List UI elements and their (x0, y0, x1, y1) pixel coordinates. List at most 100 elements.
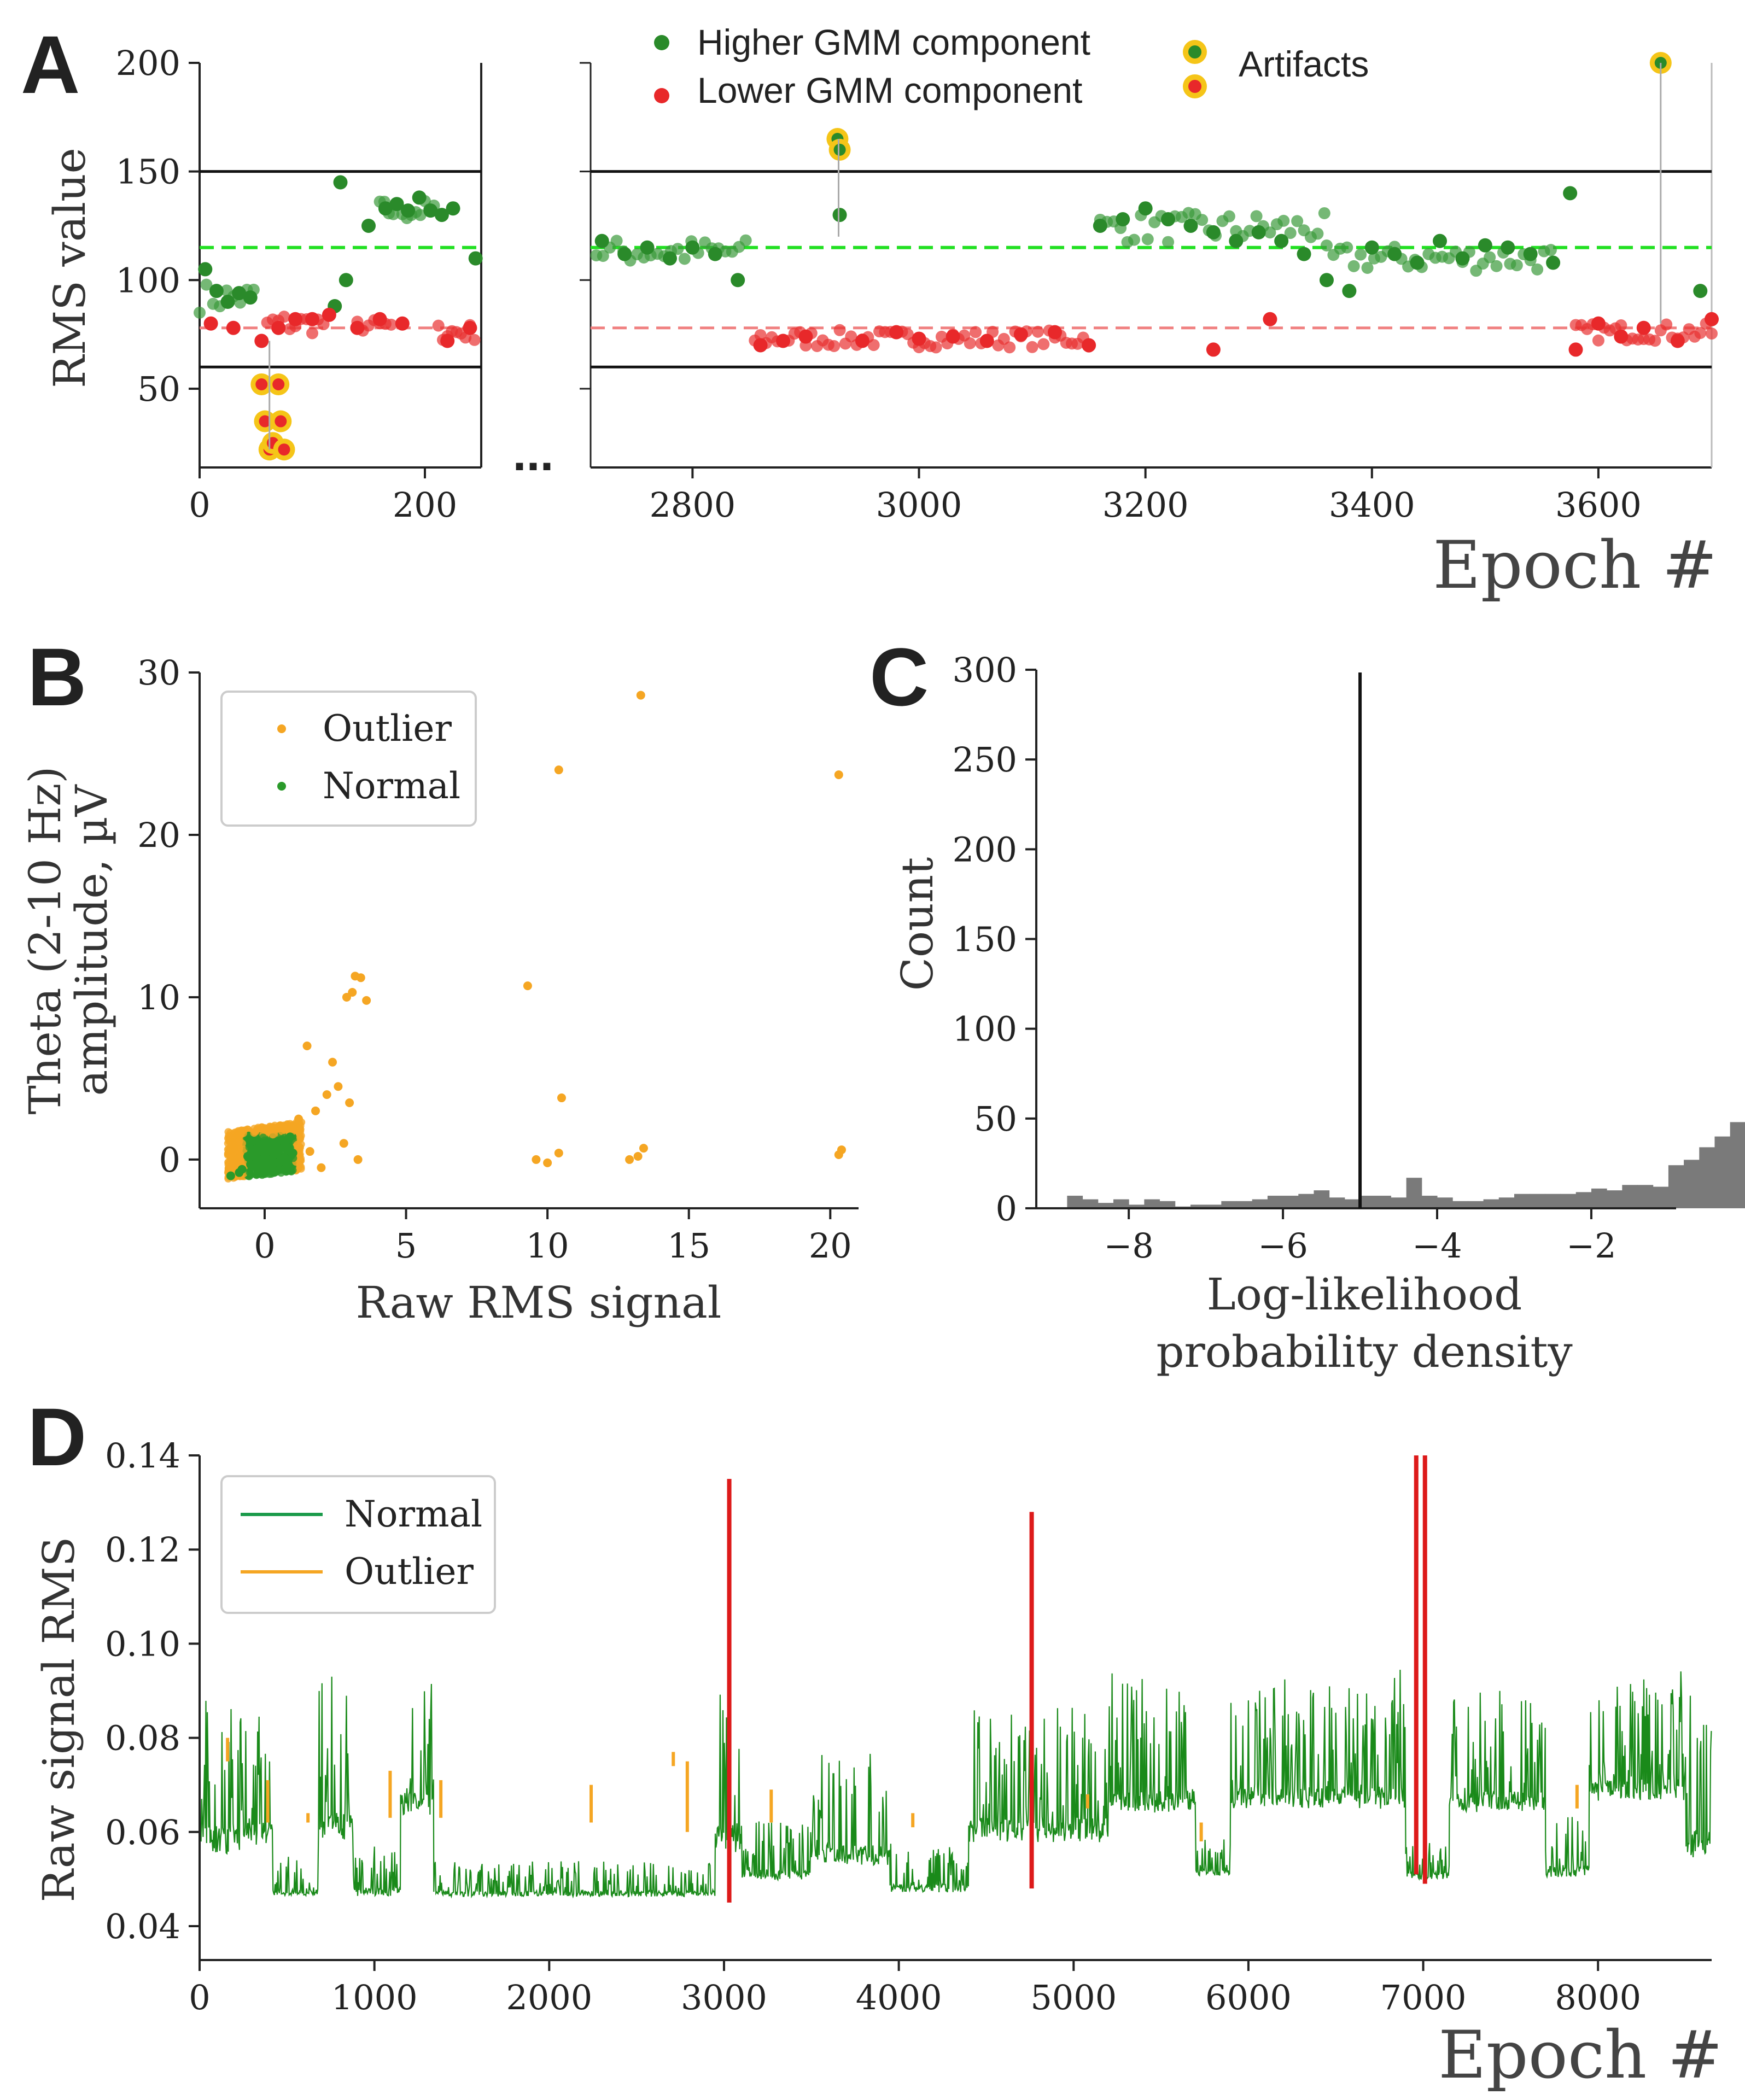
b-texture-dot (230, 1143, 238, 1151)
a-texture-dot (672, 243, 684, 255)
d-legend-label-normal: Normal (345, 1493, 482, 1535)
panel-a-rms-scatter: 50 100 150 200 0 200 2800 3000 3200 3400 3600... RM… (44, 22, 1719, 604)
b-data-point (557, 1093, 566, 1103)
a-data-point (1093, 218, 1107, 233)
a-texture-dot (1311, 227, 1324, 240)
a-data-point (855, 334, 869, 348)
a-texture-dot (833, 324, 846, 336)
a-data-point (322, 307, 336, 322)
c-y-tick-label: 300 (953, 650, 1017, 690)
a-legend-label-higher: Higher GMM component (697, 22, 1090, 62)
a-x-tick-label: 3200 (1102, 485, 1189, 525)
a-texture-dot (1706, 327, 1718, 340)
a-data-point (440, 334, 455, 348)
a-data-point (731, 273, 745, 288)
d-y-tick-label: 0.14 (105, 1436, 180, 1476)
a-data-point (1274, 233, 1289, 248)
a-data-point (1591, 316, 1606, 331)
b-legend-box (220, 691, 477, 827)
a-texture-dot (468, 334, 481, 346)
a-texture-dot (1660, 318, 1673, 331)
b-texture-dot (259, 1133, 267, 1142)
c-histogram-bar (1653, 1186, 1669, 1208)
c-x-tick-label: −4 (1412, 1226, 1462, 1266)
b-y-axis-label-line1: Theta (2-10 Hz) (20, 767, 71, 1115)
a-data-point (1116, 212, 1130, 227)
b-data-point (554, 1149, 563, 1158)
a-data-point (1501, 240, 1515, 255)
a-texture-dot (414, 209, 427, 221)
b-data-point (353, 1155, 363, 1164)
a-texture-dot (1544, 244, 1557, 256)
a-texture-dot (1284, 227, 1297, 239)
b-data-point (639, 1144, 648, 1153)
b-data-point (523, 981, 532, 991)
panel-letter-a: A (21, 19, 80, 110)
b-data-point (311, 1106, 320, 1115)
c-histogram-bar (1221, 1201, 1238, 1208)
c-y-tick-label: 100 (953, 1009, 1017, 1049)
a-data-point (305, 312, 319, 326)
b-data-point (362, 996, 371, 1005)
a-texture-dot (1341, 241, 1353, 254)
c-histogram-bar (1067, 1196, 1083, 1208)
a-data-point (1433, 233, 1448, 248)
b-texture-dot (276, 1124, 284, 1132)
a-texture-dot (1592, 334, 1604, 347)
a-data-point (220, 295, 235, 309)
a-texture-dot (1128, 233, 1140, 246)
d-x-tick-label: 7000 (1380, 1978, 1467, 2017)
d-x-tick-label: 5000 (1030, 1978, 1117, 2017)
b-data-point (285, 1132, 295, 1142)
a-data-point (1546, 255, 1561, 270)
a-texture-dot (1264, 226, 1276, 239)
c-histogram-bar (1668, 1165, 1684, 1208)
b-texture-dot (263, 1125, 271, 1133)
a-data-point (1523, 247, 1538, 261)
c-histogram-bar (1206, 1204, 1222, 1208)
a-texture-dot (1347, 260, 1360, 272)
d-normal-trace (199, 1670, 1712, 1899)
a-legend-label-artifacts: Artifacts (1239, 44, 1369, 84)
c-histogram-bar (1360, 1196, 1376, 1208)
a-data-point (434, 208, 449, 223)
b-texture-dot (225, 1158, 233, 1166)
b-texture-dot (246, 1140, 254, 1149)
a-data-point (1455, 251, 1470, 266)
c-histogram-bar (1159, 1201, 1176, 1208)
b-texture-dot (269, 1123, 277, 1131)
a-data-point (1387, 247, 1402, 261)
c-histogram-bar (1468, 1201, 1484, 1208)
d-y-axis-label: Raw signal RMS (33, 1537, 84, 1903)
a-data-point (372, 312, 387, 326)
a-texture-dot (1003, 341, 1016, 354)
panel-c-loglik-histogram: 0 50 100 150 200 250 300 −8 −6 −4 −2 Count Log-likel… (892, 650, 1745, 1377)
a-data-point (378, 201, 393, 216)
a-texture-dot (1031, 325, 1044, 338)
a-data-point (1693, 284, 1708, 299)
a-y-tick-label: 50 (137, 369, 180, 409)
b-texture-dot (269, 1131, 277, 1139)
b-data-point (543, 1158, 552, 1167)
b-texture-dot (273, 1148, 282, 1156)
c-histogram-bar (1267, 1196, 1283, 1208)
b-legend-marker-normal (277, 782, 286, 791)
panel-letter-c: C (869, 631, 929, 723)
a-legend-label-lower: Lower GMM component (697, 70, 1082, 110)
a-data-point (288, 312, 303, 326)
c-histogram-bar (1545, 1194, 1561, 1208)
panel-letter-d: D (27, 1391, 86, 1483)
a-texture-dot (678, 253, 691, 265)
a-data-point (446, 201, 460, 216)
a-y-tick-label: 200 (116, 43, 180, 83)
c-histogram-bar (1607, 1190, 1623, 1208)
a-texture-dot (432, 319, 445, 332)
a-y-tick-label: 100 (116, 260, 180, 300)
a-texture-dot (828, 340, 841, 352)
a-texture-dot (200, 278, 213, 291)
c-histogram-bar (1344, 1199, 1361, 1208)
c-histogram-bar (1622, 1185, 1638, 1208)
a-data-point (412, 190, 427, 205)
a-texture-dot (1037, 338, 1050, 350)
b-x-tick-label: 15 (667, 1226, 710, 1266)
